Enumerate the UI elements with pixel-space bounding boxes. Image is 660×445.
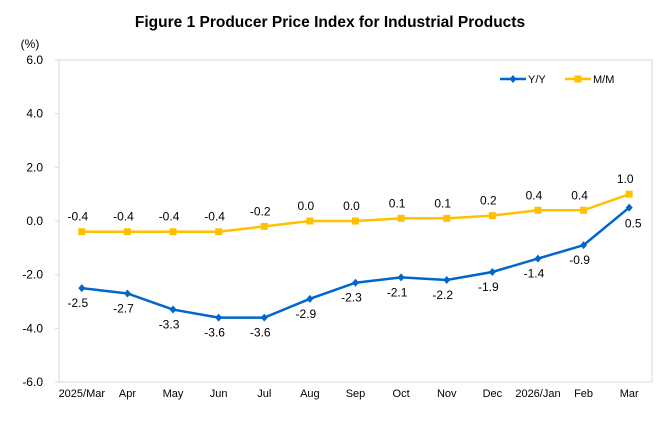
data-point-marker — [488, 212, 496, 220]
data-label: -3.6 — [204, 326, 225, 340]
data-label: 0.1 — [434, 196, 451, 210]
data-label: -0.2 — [250, 204, 271, 218]
x-tick-label: Nov — [437, 388, 457, 400]
data-label: -2.7 — [113, 301, 134, 315]
x-tick-label: Mar — [620, 388, 639, 400]
data-label: 0.0 — [343, 199, 360, 213]
chart-title: Figure 1 Producer Price Index for Indust… — [135, 14, 525, 31]
data-label: 0.2 — [480, 194, 497, 208]
legend-label: Y/Y — [528, 74, 546, 86]
data-point-marker — [215, 313, 223, 322]
data-point-marker — [580, 241, 588, 250]
y-tick-label: 2.0 — [26, 160, 43, 174]
data-label: 0.5 — [625, 217, 642, 231]
data-label: -2.2 — [432, 288, 453, 302]
data-point-marker — [397, 214, 405, 222]
legend-marker — [574, 75, 582, 83]
series-yy: -2.5 -2.7 -3.3 -3.6 -3.6 -2.9 -2.3 -2.1 -2.2 -1.9… — [67, 203, 642, 340]
data-point-marker — [443, 214, 451, 222]
legend-item-mm: M/M — [565, 74, 614, 86]
data-label: -0.4 — [113, 210, 134, 224]
x-tick-label: 2025/Mar — [59, 388, 106, 400]
legend-item-yy: Y/Y — [500, 74, 546, 86]
x-tick-label: Jun — [210, 388, 228, 400]
data-label: -0.4 — [67, 210, 88, 224]
x-tick-label: Oct — [393, 388, 410, 400]
data-label: -2.9 — [296, 307, 317, 321]
y-tick-label: 6.0 — [26, 53, 43, 67]
data-point-marker — [123, 228, 131, 236]
data-point-marker — [625, 203, 633, 212]
data-label: -2.3 — [341, 291, 362, 305]
data-point-marker — [169, 228, 177, 236]
data-label: -2.1 — [387, 285, 408, 299]
x-tick-label: Dec — [483, 388, 503, 400]
data-label: 0.4 — [526, 188, 543, 202]
data-point-marker — [78, 228, 86, 236]
x-tick-label: 2026/Jan — [515, 388, 560, 400]
y-tick-label: 0.0 — [26, 214, 43, 228]
x-tick-label: Feb — [574, 388, 593, 400]
x-tick-label: Apr — [119, 388, 136, 400]
data-point-marker — [215, 228, 223, 236]
data-point-marker — [488, 267, 496, 276]
data-point-marker — [534, 254, 542, 263]
data-label: -0.9 — [569, 253, 590, 267]
data-label: -3.3 — [159, 318, 180, 332]
data-label: 0.0 — [298, 199, 315, 213]
data-point-marker — [352, 278, 359, 287]
data-label: 0.1 — [389, 196, 406, 210]
data-point-marker — [443, 276, 451, 285]
data-label: -1.4 — [524, 267, 545, 281]
y-tick-label: 4.0 — [26, 107, 43, 121]
y-tick-label: -2.0 — [22, 268, 43, 282]
x-tick-label: Sep — [346, 388, 366, 400]
data-point-marker — [306, 294, 314, 303]
y-tick-label: -4.0 — [22, 321, 43, 335]
data-point-marker — [580, 206, 588, 214]
data-point-marker — [78, 284, 86, 293]
data-label: 1.0 — [617, 172, 634, 186]
data-label: -0.4 — [204, 210, 225, 224]
legend-label: M/M — [593, 74, 614, 86]
data-point-marker — [534, 206, 542, 214]
x-tick-label: Jul — [257, 388, 271, 400]
y-tick-label: -6.0 — [22, 375, 43, 389]
x-tick-label: May — [163, 388, 184, 400]
data-label: 0.4 — [571, 188, 588, 202]
data-point-marker — [306, 217, 314, 225]
data-point-marker — [625, 190, 633, 198]
x-tick-label: Aug — [300, 388, 320, 400]
legend-marker — [509, 75, 517, 83]
series-mm: -0.4 -0.4 -0.4 -0.4 -0.2 0.0 0.0 0.1 0.1 0.2 0.4 0.… — [67, 172, 634, 236]
data-label: -3.6 — [250, 326, 271, 340]
data-point-marker — [169, 305, 177, 314]
data-point-marker — [397, 273, 405, 282]
data-point-marker — [123, 289, 131, 298]
data-label: -1.9 — [478, 280, 499, 294]
data-label: -2.5 — [67, 296, 88, 310]
data-point-marker — [352, 217, 359, 225]
data-point-marker — [260, 313, 268, 322]
y-axis-unit: (%) — [21, 37, 40, 51]
data-label: -0.4 — [159, 210, 180, 224]
data-point-marker — [260, 222, 268, 230]
